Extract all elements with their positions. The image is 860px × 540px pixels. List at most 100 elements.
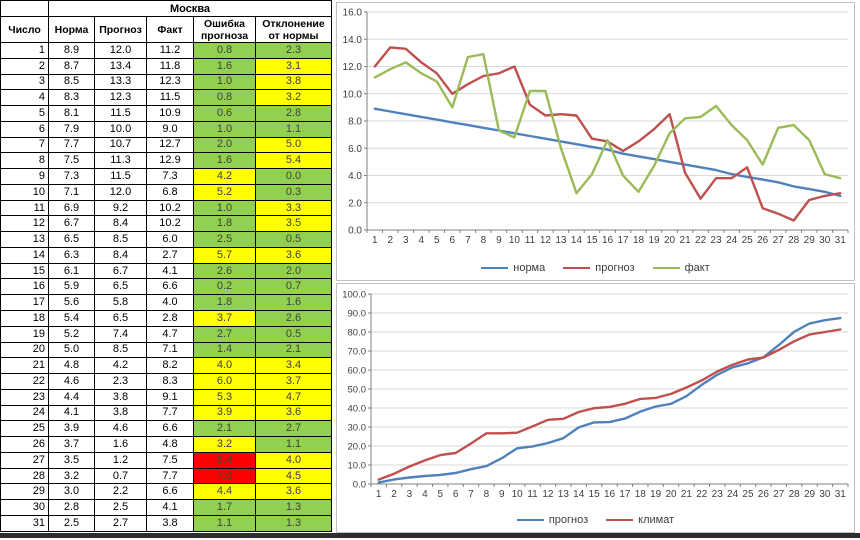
cell-deviation[interactable]: 2.6 bbox=[254, 310, 333, 327]
cell-forecast[interactable]: 2.7 bbox=[94, 514, 147, 532]
cell-day[interactable]: 10 bbox=[0, 183, 49, 201]
cell-norm[interactable]: 3.2 bbox=[48, 467, 95, 485]
cell-error[interactable]: 0.6 bbox=[193, 105, 256, 122]
cell-day[interactable]: 21 bbox=[0, 357, 49, 375]
cell-error[interactable]: 5.3 bbox=[193, 388, 256, 406]
cell-deviation[interactable]: 3.3 bbox=[254, 199, 333, 217]
cell-error[interactable]: 2.1 bbox=[193, 420, 256, 438]
cell-forecast[interactable]: 6.5 bbox=[94, 278, 147, 296]
city-header[interactable]: Москва bbox=[47, 0, 333, 17]
cell-error[interactable]: 7.0 bbox=[193, 467, 256, 485]
cell-forecast[interactable]: 9.2 bbox=[94, 199, 147, 217]
cell-fact[interactable]: 2.7 bbox=[146, 246, 194, 264]
cell-fact[interactable]: 12.9 bbox=[146, 152, 194, 170]
cell-error[interactable]: 4.4 bbox=[193, 483, 256, 501]
cell-error[interactable]: 2.6 bbox=[193, 262, 256, 280]
cell-error[interactable]: 6.0 bbox=[193, 373, 256, 390]
column-header-5[interactable]: Отклонение от нормы bbox=[254, 16, 333, 43]
cell-error[interactable]: 5.2 bbox=[193, 183, 256, 201]
cell-error[interactable]: 0.2 bbox=[193, 278, 256, 296]
cell-fact[interactable]: 6.8 bbox=[146, 183, 194, 201]
cell-norm[interactable]: 4.8 bbox=[48, 357, 95, 375]
cell-fact[interactable]: 7.7 bbox=[146, 404, 194, 422]
cell-day[interactable]: 7 bbox=[0, 136, 49, 154]
cell-norm[interactable]: 5.2 bbox=[48, 325, 95, 343]
cell-forecast[interactable]: 6.7 bbox=[94, 262, 147, 280]
cell-deviation[interactable]: 3.6 bbox=[254, 246, 333, 264]
cell-day[interactable]: 28 bbox=[0, 467, 49, 485]
cell-norm[interactable]: 6.3 bbox=[48, 246, 95, 264]
cell-fact[interactable]: 6.6 bbox=[146, 420, 194, 438]
cell-error[interactable]: 3.7 bbox=[193, 310, 256, 327]
cell-deviation[interactable]: 3.2 bbox=[254, 89, 333, 107]
cell-error[interactable]: 4.2 bbox=[193, 168, 256, 185]
cell-deviation[interactable]: 2.8 bbox=[254, 105, 333, 122]
cell-forecast[interactable]: 2.2 bbox=[94, 483, 147, 501]
cell-error[interactable]: 2.7 bbox=[193, 325, 256, 343]
cell-error[interactable]: 1.7 bbox=[193, 499, 256, 516]
cell-forecast[interactable]: 3.8 bbox=[94, 388, 147, 406]
cell-forecast[interactable]: 8.5 bbox=[94, 341, 147, 359]
cell-day[interactable]: 12 bbox=[0, 215, 49, 233]
cell-forecast[interactable]: 8.5 bbox=[94, 231, 147, 248]
cell-fact[interactable]: 11.5 bbox=[146, 89, 194, 107]
cumulative-error-chart[interactable]: 0.0 10.0 20.0 30.0 40.0 50.0 60.0 70.0 80.0 90.0 1… bbox=[336, 283, 855, 533]
cell-norm[interactable]: 3.9 bbox=[48, 420, 95, 438]
cell-error[interactable]: 2.0 bbox=[193, 136, 256, 154]
cell-deviation[interactable]: 1.6 bbox=[254, 294, 333, 312]
cell-deviation[interactable]: 1.1 bbox=[254, 436, 333, 453]
cell-norm[interactable]: 6.1 bbox=[48, 262, 95, 280]
cell-norm[interactable]: 8.5 bbox=[48, 73, 95, 91]
cell-deviation[interactable]: 2.1 bbox=[254, 341, 333, 359]
cell-norm[interactable]: 8.9 bbox=[48, 42, 95, 59]
cell-error[interactable]: 2.5 bbox=[193, 231, 256, 248]
cell-error[interactable]: 6.4 bbox=[193, 451, 256, 469]
cell-deviation[interactable]: 4.7 bbox=[254, 388, 333, 406]
cell-deviation[interactable]: 3.7 bbox=[254, 373, 333, 390]
cell-day[interactable]: 16 bbox=[0, 278, 49, 296]
cell-norm[interactable]: 7.7 bbox=[48, 136, 95, 154]
cell-deviation[interactable]: 2.3 bbox=[254, 42, 333, 59]
cell-error[interactable]: 3.2 bbox=[193, 436, 256, 453]
cell-forecast[interactable]: 12.0 bbox=[94, 42, 147, 59]
cell-norm[interactable]: 6.5 bbox=[48, 231, 95, 248]
cell-forecast[interactable]: 6.5 bbox=[94, 310, 147, 327]
cell-fact[interactable]: 6.0 bbox=[146, 231, 194, 248]
cell-deviation[interactable]: 1.3 bbox=[254, 514, 333, 532]
cell-day[interactable]: 24 bbox=[0, 404, 49, 422]
cell-day[interactable]: 4 bbox=[0, 89, 49, 107]
cell-day[interactable]: 23 bbox=[0, 388, 49, 406]
cell-norm[interactable]: 8.7 bbox=[48, 57, 95, 75]
corner-cell[interactable] bbox=[0, 0, 49, 17]
cell-forecast[interactable]: 11.5 bbox=[94, 168, 147, 185]
cell-error[interactable]: 5.7 bbox=[193, 246, 256, 264]
cell-error[interactable]: 0.8 bbox=[193, 89, 256, 107]
cell-day[interactable]: 5 bbox=[0, 105, 49, 122]
cell-fact[interactable]: 9.1 bbox=[146, 388, 194, 406]
cell-norm[interactable]: 5.9 bbox=[48, 278, 95, 296]
cell-error[interactable]: 1.6 bbox=[193, 57, 256, 75]
cell-day[interactable]: 19 bbox=[0, 325, 49, 343]
cell-fact[interactable]: 12.7 bbox=[146, 136, 194, 154]
cell-day[interactable]: 15 bbox=[0, 262, 49, 280]
cell-fact[interactable]: 4.1 bbox=[146, 262, 194, 280]
cell-fact[interactable]: 4.8 bbox=[146, 436, 194, 453]
cell-fact[interactable]: 2.8 bbox=[146, 310, 194, 327]
cell-forecast[interactable]: 4.2 bbox=[94, 357, 147, 375]
cell-norm[interactable]: 6.7 bbox=[48, 215, 95, 233]
cell-norm[interactable]: 3.0 bbox=[48, 483, 95, 501]
cell-forecast[interactable]: 1.2 bbox=[94, 451, 147, 469]
cell-day[interactable]: 14 bbox=[0, 246, 49, 264]
cell-forecast[interactable]: 4.6 bbox=[94, 420, 147, 438]
cell-day[interactable]: 25 bbox=[0, 420, 49, 438]
cell-forecast[interactable]: 3.8 bbox=[94, 404, 147, 422]
cell-fact[interactable]: 7.7 bbox=[146, 467, 194, 485]
cell-fact[interactable]: 8.2 bbox=[146, 357, 194, 375]
cell-day[interactable]: 27 bbox=[0, 451, 49, 469]
cell-deviation[interactable]: 3.1 bbox=[254, 57, 333, 75]
cell-forecast[interactable]: 7.4 bbox=[94, 325, 147, 343]
cell-fact[interactable]: 11.8 bbox=[146, 57, 194, 75]
column-header-2[interactable]: Прогноз bbox=[94, 16, 147, 43]
cell-error[interactable]: 1.8 bbox=[193, 294, 256, 312]
cell-forecast[interactable]: 10.7 bbox=[94, 136, 147, 154]
